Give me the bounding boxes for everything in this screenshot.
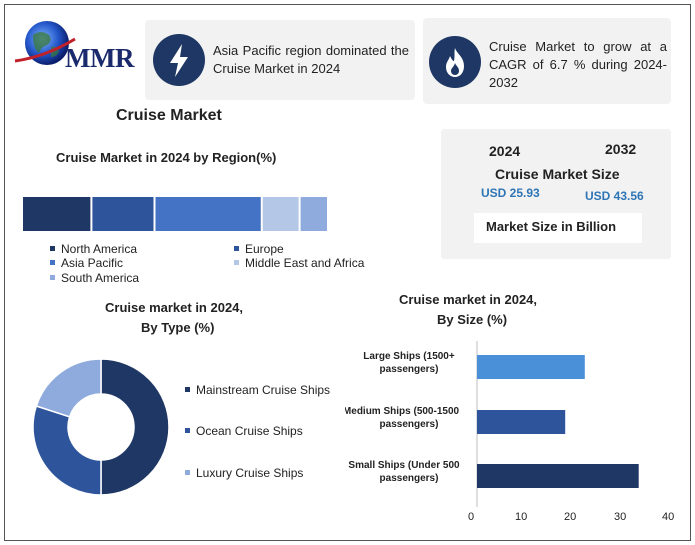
legend-south-america: South America xyxy=(50,271,139,285)
size-bar-1 xyxy=(477,410,566,434)
x-tick-0: 0 xyxy=(468,511,475,523)
size-category-large: Large Ships (1500+ passengers) xyxy=(345,350,473,376)
legend-label: South America xyxy=(61,271,140,285)
legend-swatch xyxy=(234,246,239,252)
x-tick-10: 10 xyxy=(515,511,528,523)
size-category-line: Medium Ships (500-1500 xyxy=(345,406,460,417)
legend-swatch xyxy=(185,470,190,476)
x-tick-40: 40 xyxy=(662,511,675,523)
legend-mainstream: Mainstream Cruise Ships xyxy=(185,383,330,397)
region-bar-segment-3 xyxy=(262,197,299,231)
legend-label: Middle East and Africa xyxy=(245,256,365,270)
legend-label: North America xyxy=(61,242,138,256)
size-category-line: passengers) xyxy=(379,364,439,375)
market-size-value-end: USD 43.56 xyxy=(585,189,644,203)
legend-label: Luxury Cruise Ships xyxy=(196,466,304,480)
legend-swatch xyxy=(50,275,55,281)
x-tick-20: 20 xyxy=(564,511,577,523)
region-bar-segment-4 xyxy=(300,197,327,231)
size-bar-chart xyxy=(476,341,639,507)
legend-label: Asia Pacific xyxy=(61,256,124,270)
region-chart-title: Cruise Market in 2024 by Region(%) xyxy=(56,150,277,165)
size-category-line: passengers) xyxy=(379,419,439,430)
legend-north-america: North America xyxy=(50,242,137,256)
market-size-value-start: USD 25.93 xyxy=(481,186,540,200)
region-bar-segment-0 xyxy=(23,197,91,231)
globe-icon xyxy=(14,21,76,65)
size-chart-title-line1: Cruise market in 2024, xyxy=(399,292,538,307)
region-bar-segment-2 xyxy=(155,197,261,231)
region-stacked-bar xyxy=(23,197,327,231)
insight-card-region: Asia Pacific region dominated the Cruise… xyxy=(145,20,415,100)
x-tick-30: 30 xyxy=(614,511,627,523)
legend-asia-pacific: Asia Pacific xyxy=(50,256,123,270)
donut-slice-2 xyxy=(35,358,102,418)
type-chart-title-line1: Cruise market in 2024, xyxy=(105,300,244,315)
donut-slice-1 xyxy=(32,405,102,496)
legend-swatch xyxy=(50,260,55,266)
main-title: Cruise Market xyxy=(116,107,222,124)
legend-swatch xyxy=(185,387,190,393)
legend-europe: Europe xyxy=(234,242,284,256)
size-bar-2 xyxy=(477,464,639,488)
market-size-unit-box xyxy=(474,213,642,243)
size-category-line: Small Ships (Under 500 xyxy=(348,460,460,471)
legend-label: Europe xyxy=(245,242,284,256)
legend-swatch xyxy=(50,246,55,252)
region-bar-segment-1 xyxy=(92,197,154,231)
mmr-logo: MMR xyxy=(13,17,145,77)
type-donut-chart xyxy=(32,358,170,496)
legend-label: Ocean Cruise Ships xyxy=(196,424,303,438)
market-size-label: Cruise Market Size xyxy=(495,166,620,182)
lightning-icon xyxy=(153,34,205,86)
insight-card-cagr: Cruise Market to grow at a CAGR of 6.7 %… xyxy=(423,18,671,104)
legend-label: Mainstream Cruise Ships xyxy=(196,383,331,397)
legend-swatch xyxy=(185,428,190,434)
size-category-small: Small Ships (Under 500 passengers) xyxy=(345,459,473,485)
size-category-line: Large Ships (1500+ xyxy=(363,351,455,362)
size-category-line: passengers) xyxy=(379,473,439,484)
insight-card-cagr-text: Cruise Market to grow at a CAGR of 6.7 %… xyxy=(489,39,667,90)
size-bar-0 xyxy=(477,355,585,379)
logo-text: MMR xyxy=(65,43,134,73)
market-size-year-start: 2024 xyxy=(489,143,521,159)
infographic-frame: MMR Asia Pacific region dominated the Cr… xyxy=(4,4,691,541)
legend-middle-east-africa: Middle East and Africa xyxy=(234,256,364,270)
legend-luxury: Luxury Cruise Ships xyxy=(185,466,303,480)
market-size-unit-note: Market Size in Billion xyxy=(486,219,617,234)
flame-icon xyxy=(429,36,481,88)
legend-ocean: Ocean Cruise Ships xyxy=(185,424,303,438)
legend-swatch xyxy=(234,260,239,266)
type-chart-title-line2: By Type (%) xyxy=(141,320,215,335)
donut-slice-0 xyxy=(100,358,170,496)
insight-card-region-text: Asia Pacific region dominated the Cruise… xyxy=(213,43,409,76)
size-chart-title-line2: By Size (%) xyxy=(437,312,508,327)
size-category-medium: Medium Ships (500-1500 passengers) xyxy=(345,405,473,431)
market-size-year-end: 2032 xyxy=(605,141,637,157)
